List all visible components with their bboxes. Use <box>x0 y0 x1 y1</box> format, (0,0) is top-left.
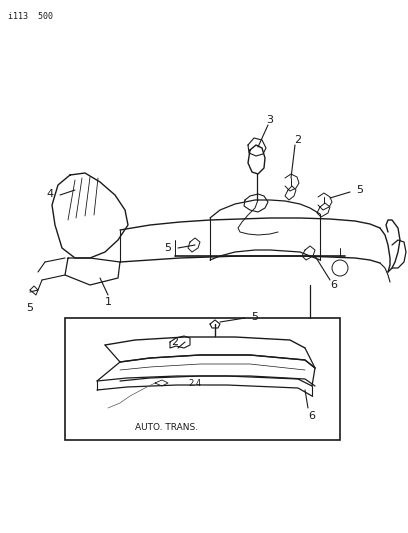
Bar <box>65 318 340 440</box>
Text: 2: 2 <box>295 135 302 145</box>
Text: 2.4: 2.4 <box>188 378 202 387</box>
Text: 1: 1 <box>104 297 111 307</box>
Text: 6: 6 <box>308 411 315 421</box>
Text: 5: 5 <box>357 185 364 195</box>
Text: 5: 5 <box>27 303 33 313</box>
Text: 6: 6 <box>330 280 337 290</box>
Text: 3: 3 <box>266 115 273 125</box>
Text: 5: 5 <box>164 243 171 253</box>
Text: 2: 2 <box>171 337 179 347</box>
Text: 4: 4 <box>47 189 53 199</box>
Text: i113  500: i113 500 <box>8 12 53 21</box>
Text: AUTO. TRANS.: AUTO. TRANS. <box>135 424 198 432</box>
Text: 5: 5 <box>251 312 259 322</box>
